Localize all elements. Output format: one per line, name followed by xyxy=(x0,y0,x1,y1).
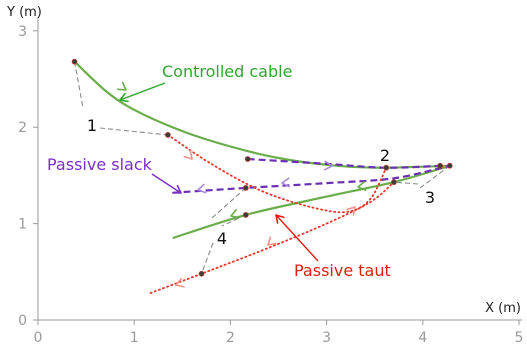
direction-arrow xyxy=(323,160,333,171)
series-line-0 xyxy=(73,60,450,169)
leader-line-4 xyxy=(211,187,247,219)
marked-point xyxy=(198,270,205,277)
x-axis-title: X (m) xyxy=(485,301,521,316)
x-tick-label: 2 xyxy=(226,330,235,346)
leader-line-1 xyxy=(99,127,168,136)
marked-point xyxy=(437,162,444,169)
marked-point xyxy=(71,58,78,65)
x-tick-label: 4 xyxy=(418,330,427,346)
marked-point xyxy=(391,179,397,186)
annotation-controlled-cable: Controlled cable xyxy=(162,62,292,81)
point-label-3: 3 xyxy=(425,188,435,207)
annotation-pointer-head xyxy=(172,184,182,194)
annotation-pointer-head xyxy=(275,214,285,224)
series-line-3 xyxy=(172,164,450,194)
x-tick-label: 1 xyxy=(130,330,139,346)
marked-point xyxy=(242,212,249,218)
leader-line-3 xyxy=(393,181,419,185)
marked-point xyxy=(244,156,251,162)
annotation-passive-slack: Passive slack xyxy=(47,155,153,174)
annotation-pointer-slack xyxy=(151,173,182,194)
y-axis-title: Y (m) xyxy=(6,5,42,20)
y-tick-label: 0 xyxy=(18,313,27,329)
direction-arrow xyxy=(357,181,367,191)
direction-arrow xyxy=(281,177,291,188)
direction-arrow xyxy=(183,150,193,160)
annotation-pointer-controlled xyxy=(119,82,166,101)
direction-arrow xyxy=(346,206,356,216)
marked-point xyxy=(446,162,453,169)
series-line-2 xyxy=(247,157,441,169)
direction-arrow xyxy=(267,236,277,246)
series-line-4 xyxy=(167,134,388,214)
x-tick-label: 0 xyxy=(34,330,43,346)
direction-arrow xyxy=(175,278,185,288)
leader-line-4 xyxy=(201,242,214,274)
leader-line-3 xyxy=(419,165,451,189)
direction-arrow xyxy=(197,183,207,194)
series-line-1 xyxy=(172,164,451,240)
annotation-pointer-head xyxy=(119,92,129,103)
point-label-2: 2 xyxy=(380,146,390,165)
marked-point xyxy=(164,132,171,138)
annotation-passive-taut: Passive taut xyxy=(294,261,391,280)
annotation-pointer-taut xyxy=(275,214,319,262)
direction-arrow xyxy=(117,81,127,91)
direction-arrow xyxy=(230,208,240,219)
point-label-1: 1 xyxy=(87,116,97,135)
y-tick-label: 2 xyxy=(18,120,27,136)
x-tick-label: 5 xyxy=(515,330,524,346)
x-tick-label: 3 xyxy=(322,330,331,346)
marked-point xyxy=(383,164,390,171)
point-label-4: 4 xyxy=(217,229,227,248)
marked-point xyxy=(242,185,249,191)
y-tick-label: 3 xyxy=(18,24,27,40)
y-tick-label: 1 xyxy=(18,217,27,233)
